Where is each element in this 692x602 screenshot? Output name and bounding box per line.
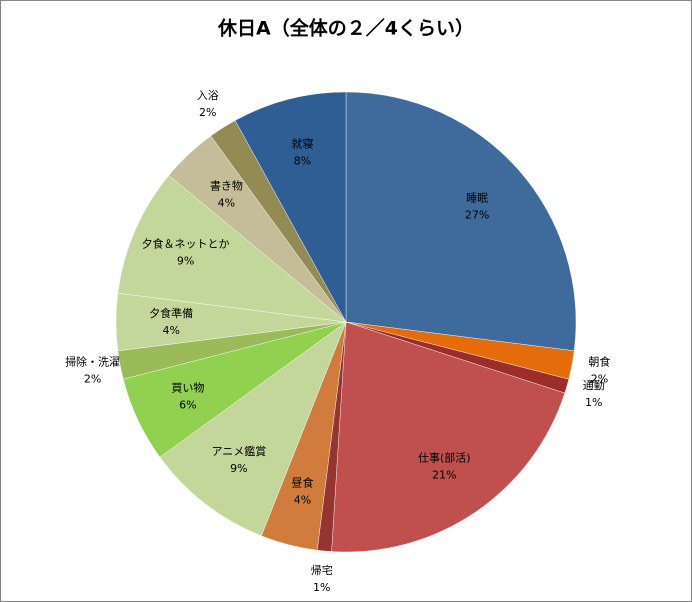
chart-title: 休日A（全体の２／4くらい）	[217, 17, 474, 40]
slice-value-label: 27%	[465, 208, 489, 221]
slice-value-label: 6%	[179, 398, 196, 411]
slice-label: 睡眠	[466, 191, 488, 204]
slice-label: 書き物	[210, 179, 243, 193]
slice-value-label: 8%	[294, 155, 311, 168]
slice-label: 入浴	[197, 89, 219, 102]
slice-value-label: 4%	[294, 493, 311, 506]
slice-label: 掃除・洗濯	[65, 354, 120, 368]
slice-value-label: 1%	[585, 396, 602, 409]
slice-label: 就寝	[292, 137, 314, 151]
slice-value-label: 2%	[199, 106, 216, 119]
slice-label: 通勤	[583, 379, 605, 392]
slice-value-label: 2%	[591, 372, 608, 385]
slice-label: 帰宅	[311, 563, 333, 577]
pie-slice	[331, 321, 565, 553]
slice-value-label: 4%	[162, 324, 179, 337]
pie-slice	[345, 91, 577, 352]
slice-label: 夕食準備	[149, 306, 193, 320]
slice-value-label: 21%	[432, 469, 456, 482]
slice-value-label: 2%	[84, 372, 101, 385]
slice-label: 仕事(部活)	[418, 451, 471, 465]
slice-label: 朝食	[588, 354, 610, 368]
slice-label: 買い物	[171, 380, 204, 394]
pie-slice	[159, 321, 347, 537]
slice-value-label: 1%	[313, 581, 330, 594]
slice-value-label: 4%	[218, 197, 235, 210]
pie-slice	[234, 91, 347, 323]
pie-slice	[117, 175, 347, 323]
slice-label: 夕食＆ネットとか	[142, 237, 230, 251]
slice-label: アニメ鑑賞	[211, 444, 266, 458]
slice-value-label: 9%	[230, 462, 247, 475]
slice-value-label: 9%	[177, 255, 194, 268]
slice-label: 昼食	[292, 475, 314, 489]
